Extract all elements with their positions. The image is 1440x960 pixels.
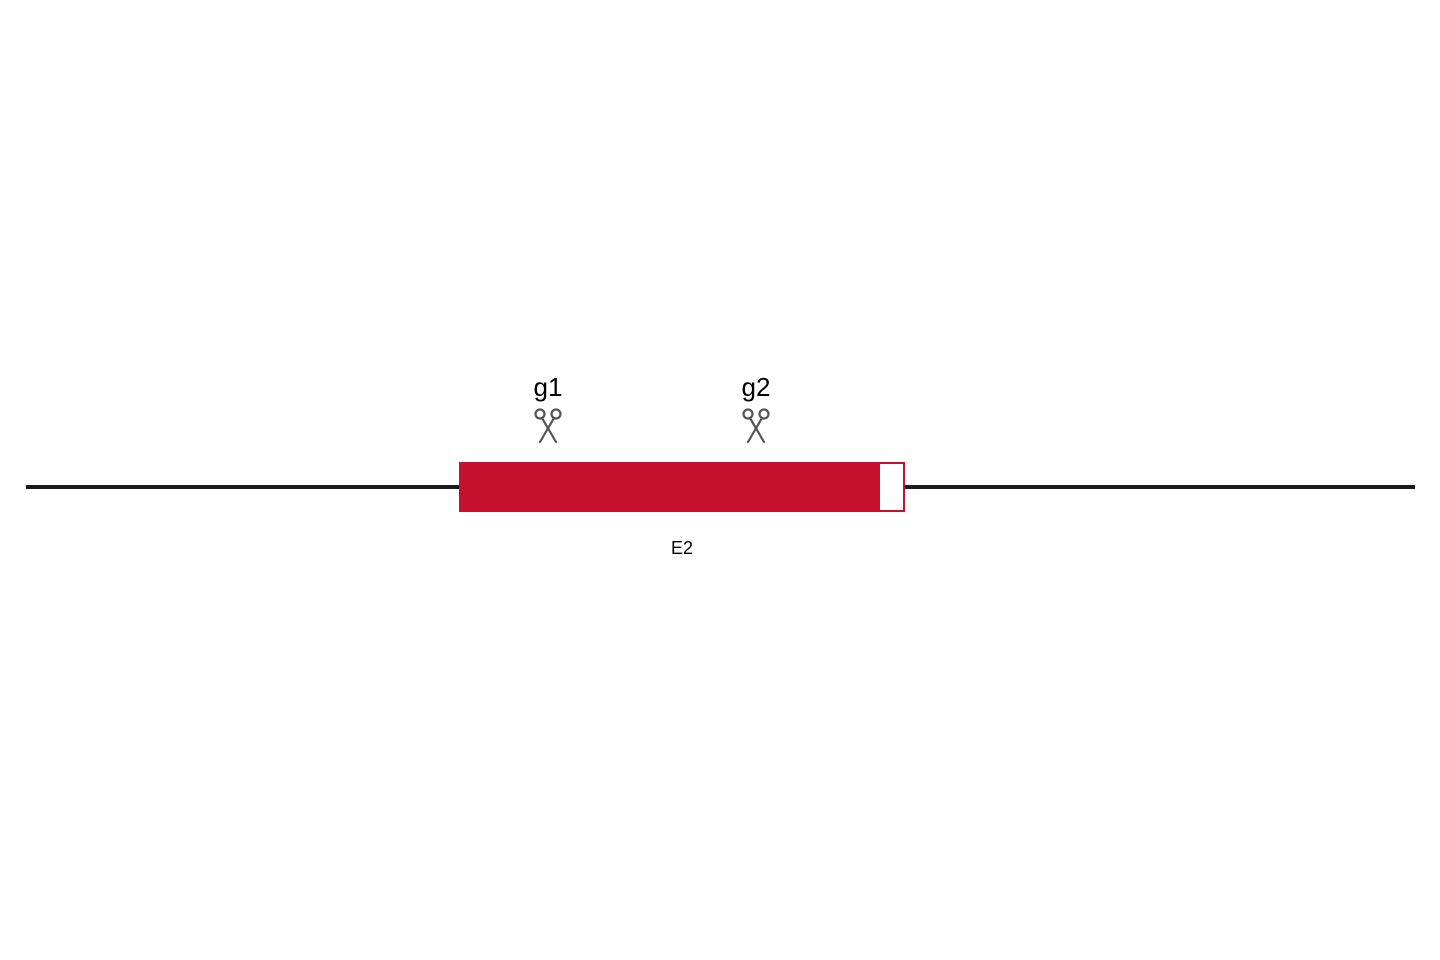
- gene-diagram: E2 g1 g2: [0, 0, 1440, 960]
- intron-line-right: [905, 485, 1415, 489]
- intron-line-left: [26, 485, 459, 489]
- guide-label-g2: g2: [742, 372, 771, 403]
- scissors-icon: [528, 406, 568, 451]
- exon-filled: [459, 462, 878, 512]
- exon-label: E2: [671, 538, 693, 559]
- guide-label-g1: g1: [534, 372, 563, 403]
- exon-unfilled: [878, 462, 905, 512]
- scissors-icon: [736, 406, 776, 451]
